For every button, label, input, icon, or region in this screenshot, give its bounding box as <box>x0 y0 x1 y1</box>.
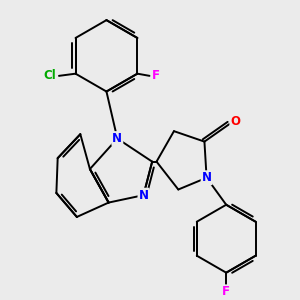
Text: O: O <box>230 115 240 128</box>
Text: F: F <box>222 285 230 298</box>
Text: Cl: Cl <box>43 69 56 82</box>
Text: N: N <box>139 189 148 202</box>
Text: N: N <box>112 132 122 145</box>
Text: N: N <box>202 171 212 184</box>
Text: F: F <box>152 69 160 82</box>
